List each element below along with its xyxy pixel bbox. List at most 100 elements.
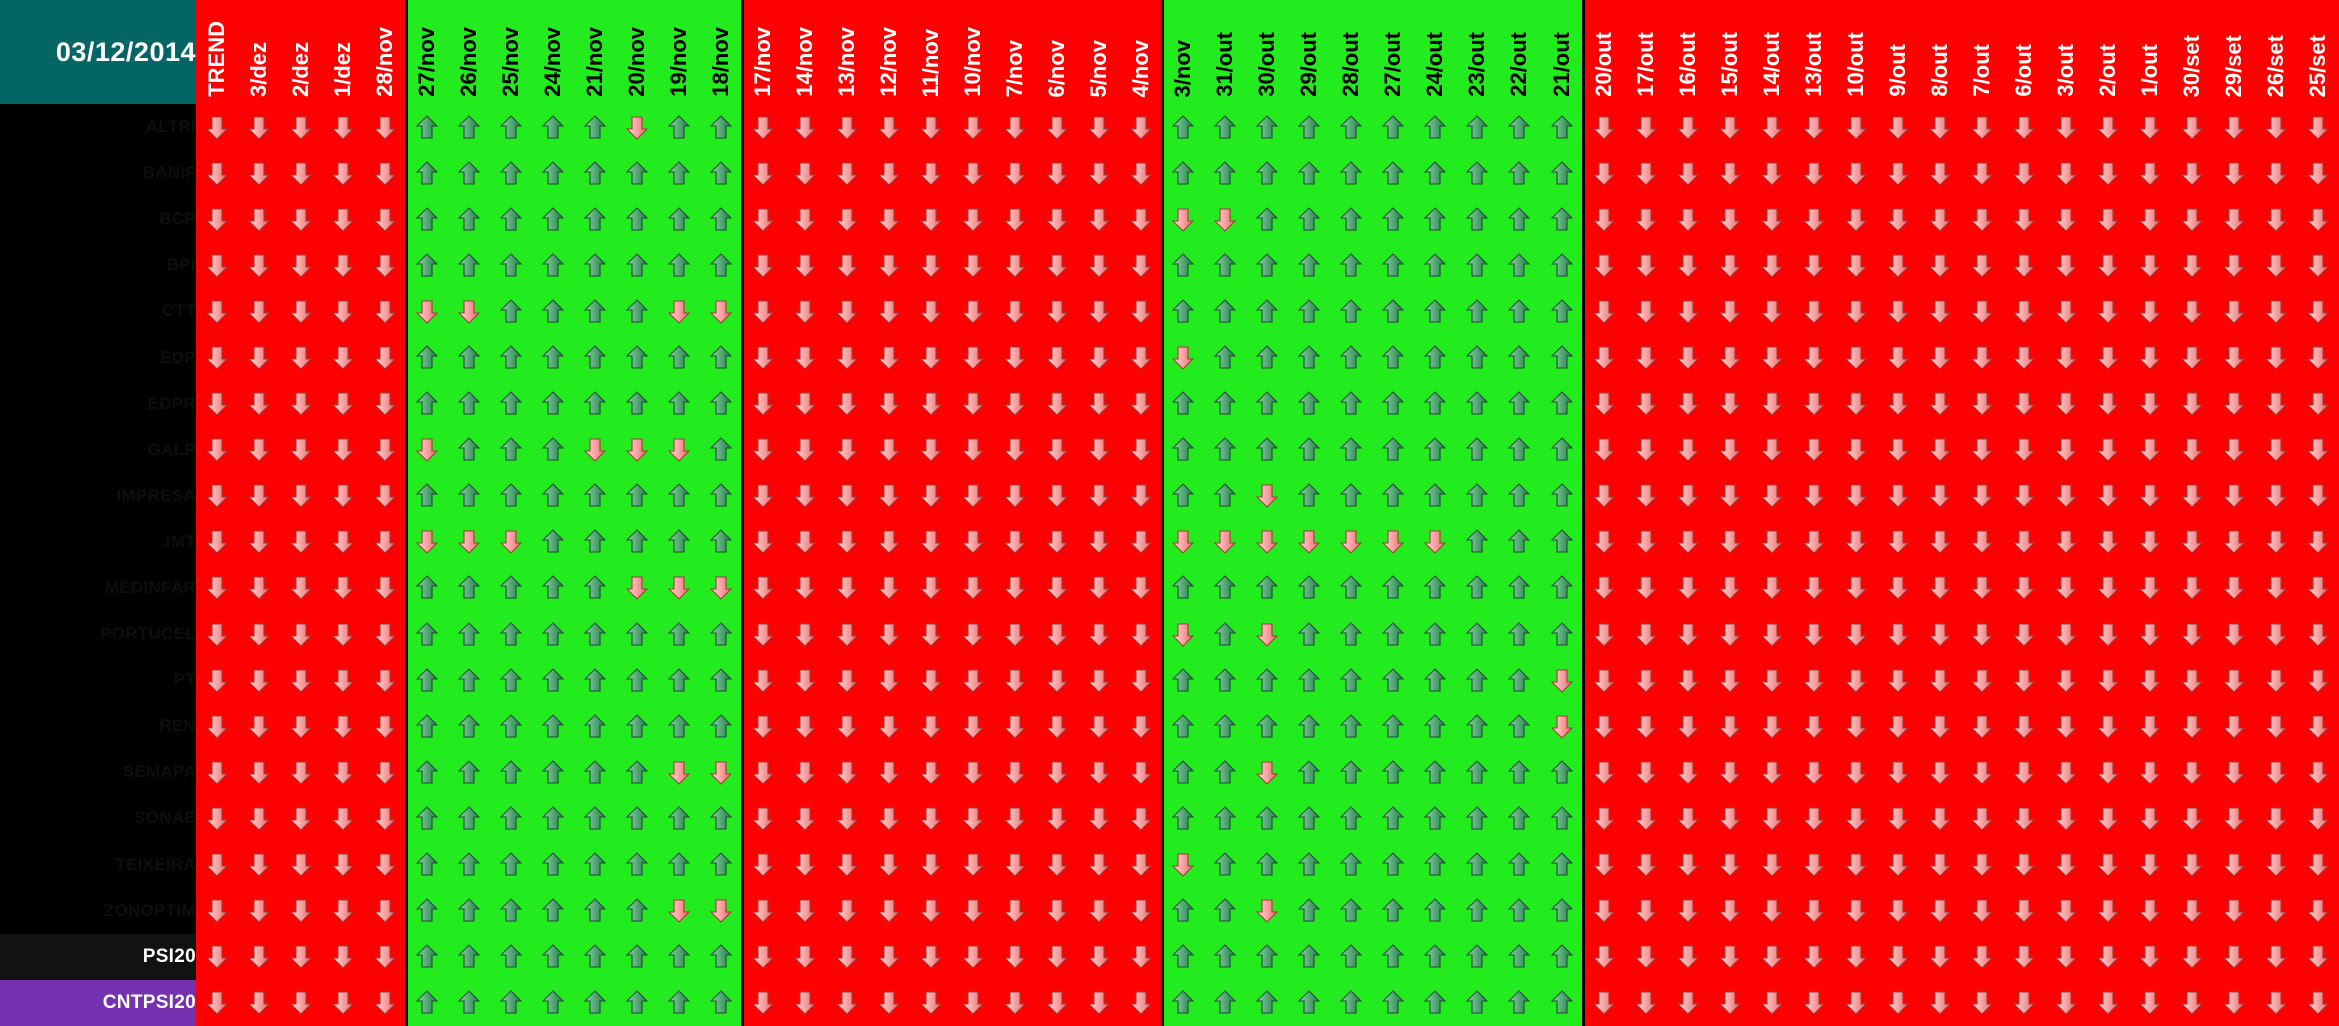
trend-cell[interactable] <box>1540 472 1583 519</box>
trend-cell[interactable] <box>238 334 281 381</box>
trend-cell[interactable] <box>406 334 449 381</box>
trend-cell[interactable] <box>2296 380 2339 427</box>
trend-cell[interactable] <box>364 242 407 289</box>
trend-cell[interactable] <box>1036 196 1079 243</box>
trend-cell[interactable] <box>2296 657 2339 704</box>
trend-cell[interactable] <box>700 380 743 427</box>
trend-cell[interactable] <box>1162 242 1205 289</box>
trend-cell[interactable] <box>1288 795 1331 842</box>
trend-cell[interactable] <box>1540 242 1583 289</box>
trend-cell[interactable] <box>2128 380 2171 427</box>
trend-cell[interactable] <box>2128 841 2171 888</box>
trend-cell[interactable] <box>952 472 995 519</box>
trend-cell[interactable] <box>196 887 239 934</box>
trend-cell[interactable] <box>322 288 365 335</box>
trend-cell[interactable] <box>1204 380 1247 427</box>
trend-cell[interactable] <box>1456 933 1499 980</box>
trend-cell[interactable] <box>910 933 953 980</box>
column-header-date[interactable]: 2/out <box>2086 0 2129 104</box>
trend-cell[interactable] <box>1330 795 1373 842</box>
trend-cell[interactable] <box>1120 887 1163 934</box>
trend-cell[interactable] <box>448 611 491 658</box>
trend-cell[interactable] <box>994 703 1037 750</box>
trend-cell[interactable] <box>1498 104 1541 151</box>
trend-cell[interactable] <box>1918 749 1961 796</box>
trend-cell[interactable] <box>364 334 407 381</box>
trend-cell[interactable] <box>1666 150 1709 197</box>
trend-cell[interactable] <box>1246 564 1289 612</box>
trend-cell[interactable] <box>868 472 911 519</box>
trend-cell[interactable] <box>1960 196 2003 243</box>
column-header-date[interactable]: 26/nov <box>448 0 491 104</box>
trend-cell[interactable] <box>238 150 281 197</box>
column-header-date[interactable]: 5/nov <box>1078 0 1121 104</box>
trend-cell[interactable] <box>2170 288 2213 335</box>
trend-cell[interactable] <box>1582 288 1625 335</box>
trend-cell[interactable] <box>1792 564 1835 612</box>
trend-cell[interactable] <box>2212 933 2255 980</box>
trend-cell[interactable] <box>196 564 239 612</box>
trend-cell[interactable] <box>616 795 659 842</box>
trend-cell[interactable] <box>952 979 995 1026</box>
trend-cell[interactable] <box>490 150 533 197</box>
trend-cell[interactable] <box>322 887 365 934</box>
trend-cell[interactable] <box>406 657 449 704</box>
trend-cell[interactable] <box>238 472 281 519</box>
trend-cell[interactable] <box>994 841 1037 888</box>
trend-cell[interactable] <box>1582 426 1625 473</box>
trend-cell[interactable] <box>1120 104 1163 151</box>
trend-cell[interactable] <box>2002 841 2045 888</box>
trend-cell[interactable] <box>322 380 365 427</box>
trend-cell[interactable] <box>1246 150 1289 197</box>
trend-cell[interactable] <box>2254 979 2297 1026</box>
trend-cell[interactable] <box>2086 380 2129 427</box>
trend-cell[interactable] <box>1204 564 1247 612</box>
trend-cell[interactable] <box>1834 611 1877 658</box>
trend-cell[interactable] <box>1288 426 1331 473</box>
trend-cell[interactable] <box>1918 933 1961 980</box>
column-header-date[interactable]: 18/nov <box>700 0 743 104</box>
trend-cell[interactable] <box>1498 380 1541 427</box>
trend-cell[interactable] <box>490 472 533 519</box>
trend-cell[interactable] <box>2086 150 2129 197</box>
trend-cell[interactable] <box>826 150 869 197</box>
trend-cell[interactable] <box>2128 288 2171 335</box>
trend-cell[interactable] <box>1120 749 1163 796</box>
trend-cell[interactable] <box>490 703 533 750</box>
row-label-psi20[interactable]: PSI20 <box>0 933 196 980</box>
trend-cell[interactable] <box>490 657 533 704</box>
trend-cell[interactable] <box>2002 795 2045 842</box>
trend-cell[interactable] <box>2002 611 2045 658</box>
trend-cell[interactable] <box>2086 703 2129 750</box>
trend-cell[interactable] <box>2128 334 2171 381</box>
trend-cell[interactable] <box>2086 334 2129 381</box>
trend-cell[interactable] <box>1078 196 1121 243</box>
trend-cell[interactable] <box>1960 472 2003 519</box>
trend-cell[interactable] <box>196 841 239 888</box>
trend-cell[interactable] <box>364 611 407 658</box>
trend-cell[interactable] <box>1288 979 1331 1026</box>
trend-cell[interactable] <box>952 933 995 980</box>
trend-cell[interactable] <box>742 242 785 289</box>
column-header-date[interactable]: 10/nov <box>952 0 995 104</box>
trend-cell[interactable] <box>322 242 365 289</box>
trend-cell[interactable] <box>784 611 827 658</box>
trend-cell[interactable] <box>994 933 1037 980</box>
trend-cell[interactable] <box>574 611 617 658</box>
trend-cell[interactable] <box>406 749 449 796</box>
trend-cell[interactable] <box>2170 518 2213 565</box>
trend-cell[interactable] <box>2296 979 2339 1026</box>
trend-cell[interactable] <box>574 426 617 473</box>
trend-cell[interactable] <box>2002 426 2045 473</box>
trend-cell[interactable] <box>2086 196 2129 243</box>
trend-cell[interactable] <box>448 380 491 427</box>
trend-cell[interactable] <box>1204 703 1247 750</box>
trend-cell[interactable] <box>1372 795 1415 842</box>
column-header-date[interactable]: 29/set <box>2212 0 2255 104</box>
trend-cell[interactable] <box>1414 611 1457 658</box>
trend-cell[interactable] <box>1330 611 1373 658</box>
trend-cell[interactable] <box>2212 150 2255 197</box>
trend-cell[interactable] <box>1456 242 1499 289</box>
trend-cell[interactable] <box>2296 104 2339 151</box>
trend-cell[interactable] <box>364 933 407 980</box>
